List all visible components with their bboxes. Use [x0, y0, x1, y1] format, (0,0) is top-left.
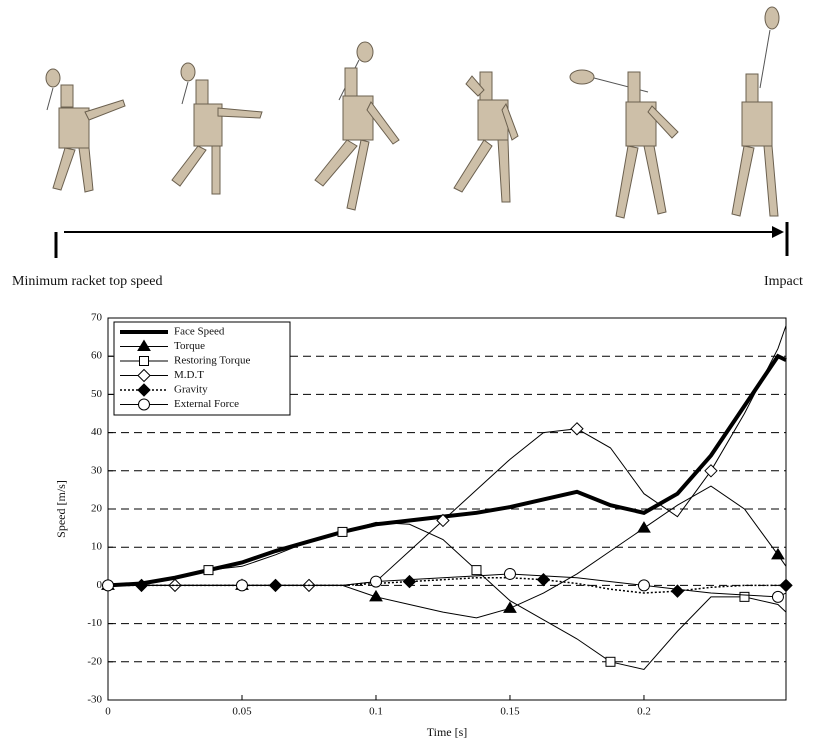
x-tick-label: 0.1: [369, 706, 383, 718]
series-line: [108, 486, 786, 618]
y-tick-label: 30: [91, 464, 103, 476]
x-tick-label: 0.15: [500, 706, 520, 718]
legend-label: Restoring Torque: [174, 355, 250, 367]
y-tick-label: 70: [91, 312, 103, 324]
legend-label: Gravity: [174, 384, 208, 396]
x-tick-label: 0: [105, 706, 111, 718]
end-label: Impact: [764, 274, 803, 289]
y-tick-label: -30: [87, 694, 102, 706]
marker: [740, 592, 749, 601]
y-tick-label: 20: [91, 503, 103, 515]
y-tick-label: 50: [91, 388, 103, 400]
marker: [772, 591, 783, 602]
marker: [504, 602, 516, 612]
legend-label: Torque: [174, 340, 205, 352]
marker: [638, 580, 649, 591]
marker: [705, 465, 717, 477]
legend-label: External Force: [174, 398, 239, 410]
y-tick-label: 60: [91, 350, 103, 362]
legend-label: M.D.T: [174, 369, 204, 381]
x-tick-label: 0.2: [637, 706, 651, 718]
figure: Minimum racket top speed Impact Time [s]…: [0, 0, 814, 742]
y-axis-label: Speed [m/s]: [54, 480, 68, 538]
marker: [606, 657, 615, 666]
marker: [671, 585, 683, 597]
x-axis-label: Time [s]: [427, 725, 468, 739]
marker: [103, 580, 114, 591]
y-tick-label: 10: [91, 541, 103, 553]
y-tick-label: -10: [87, 617, 102, 629]
marker: [338, 527, 347, 536]
marker: [504, 568, 515, 579]
y-tick-label: 40: [91, 426, 103, 438]
legend-label: Face Speed: [174, 326, 225, 338]
y-tick-label: -20: [87, 655, 102, 667]
marker: [772, 549, 784, 559]
legend-marker: [140, 357, 149, 366]
marker: [472, 566, 481, 575]
arrow-head: [772, 226, 784, 238]
start-label: Minimum racket top speed: [12, 274, 162, 289]
marker: [638, 522, 650, 532]
legend-marker: [139, 399, 150, 410]
marker: [236, 580, 247, 591]
stroke-illustrations: [46, 7, 779, 218]
marker: [370, 576, 381, 587]
marker: [204, 566, 213, 575]
x-tick-label: 0.05: [232, 706, 252, 718]
marker: [780, 579, 792, 591]
series-line: [108, 522, 786, 669]
